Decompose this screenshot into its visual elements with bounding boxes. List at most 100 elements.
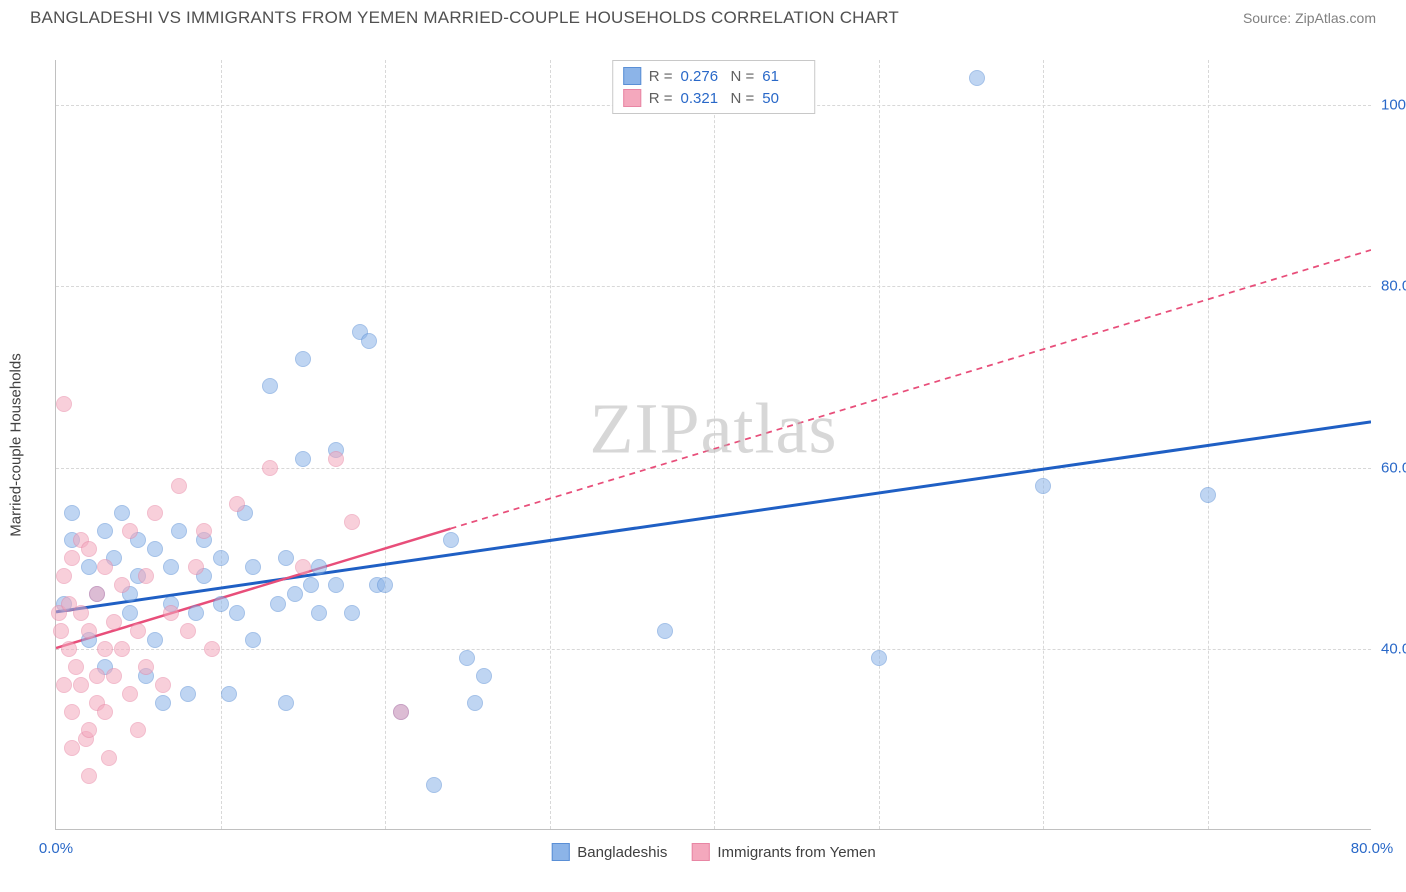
data-point	[295, 451, 311, 467]
data-point	[467, 695, 483, 711]
data-point	[871, 650, 887, 666]
n-label-0: N =	[731, 68, 755, 85]
data-point	[1035, 478, 1051, 494]
data-point	[163, 605, 179, 621]
legend-swatch-1	[623, 89, 641, 107]
chart-header: BANGLADESHI VS IMMIGRANTS FROM YEMEN MAR…	[0, 0, 1406, 40]
data-point	[97, 523, 113, 539]
chart-title: BANGLADESHI VS IMMIGRANTS FROM YEMEN MAR…	[30, 8, 899, 28]
data-point	[295, 351, 311, 367]
legend-swatch-0	[623, 67, 641, 85]
r-value-0: 0.276	[681, 68, 723, 85]
data-point	[81, 559, 97, 575]
y-axis-label: Married-couple Households	[8, 353, 25, 536]
y-tick-label: 100.0%	[1381, 97, 1406, 114]
data-point	[106, 614, 122, 630]
data-point	[204, 641, 220, 657]
data-point	[73, 605, 89, 621]
data-point	[377, 577, 393, 593]
data-point	[56, 396, 72, 412]
legend-stats: R = 0.276 N = 61 R = 0.321 N = 50	[612, 60, 816, 114]
data-point	[303, 577, 319, 593]
data-point	[476, 668, 492, 684]
data-point	[171, 523, 187, 539]
data-point	[426, 777, 442, 793]
data-point	[122, 686, 138, 702]
data-point	[188, 559, 204, 575]
data-point	[89, 586, 105, 602]
y-tick-label: 60.0%	[1381, 459, 1406, 476]
data-point	[56, 677, 72, 693]
legend-stats-row-1: R = 0.321 N = 50	[623, 87, 805, 109]
data-point	[295, 559, 311, 575]
data-point	[81, 722, 97, 738]
data-point	[328, 451, 344, 467]
data-point	[155, 695, 171, 711]
data-point	[229, 496, 245, 512]
data-point	[114, 505, 130, 521]
data-point	[122, 523, 138, 539]
r-label-1: R =	[649, 90, 673, 107]
data-point	[443, 532, 459, 548]
data-point	[328, 577, 344, 593]
chart-source: Source: ZipAtlas.com	[1243, 10, 1376, 26]
data-point	[262, 460, 278, 476]
data-point	[361, 333, 377, 349]
data-point	[278, 550, 294, 566]
y-tick-label: 40.0%	[1381, 640, 1406, 657]
data-point	[155, 677, 171, 693]
legend-stats-row-0: R = 0.276 N = 61	[623, 65, 805, 87]
r-label-0: R =	[649, 68, 673, 85]
data-point	[311, 605, 327, 621]
data-point	[270, 596, 286, 612]
chart-plot-area: Married-couple Households 40.0%60.0%80.0…	[55, 60, 1371, 830]
x-tick-label: 80.0%	[1351, 840, 1394, 857]
data-point	[171, 478, 187, 494]
data-point	[213, 550, 229, 566]
legend-label-1: Immigrants from Yemen	[717, 844, 875, 861]
data-point	[73, 677, 89, 693]
n-value-0: 61	[762, 68, 804, 85]
data-point	[81, 768, 97, 784]
data-point	[64, 704, 80, 720]
y-tick-label: 80.0%	[1381, 278, 1406, 295]
data-point	[262, 378, 278, 394]
data-point	[459, 650, 475, 666]
r-value-1: 0.321	[681, 90, 723, 107]
data-point	[53, 623, 69, 639]
data-point	[114, 577, 130, 593]
data-point	[163, 559, 179, 575]
data-point	[64, 550, 80, 566]
data-point	[101, 750, 117, 766]
data-point	[56, 568, 72, 584]
data-point	[287, 586, 303, 602]
data-point	[89, 668, 105, 684]
data-point	[130, 623, 146, 639]
legend-swatch-b0	[551, 843, 569, 861]
data-point	[130, 722, 146, 738]
data-point	[245, 559, 261, 575]
data-point	[138, 568, 154, 584]
n-value-1: 50	[762, 90, 804, 107]
legend-swatch-b1	[691, 843, 709, 861]
data-point	[64, 505, 80, 521]
data-point	[180, 686, 196, 702]
data-point	[61, 641, 77, 657]
legend-label-0: Bangladeshis	[577, 844, 667, 861]
data-point	[196, 523, 212, 539]
data-point	[122, 605, 138, 621]
data-point	[213, 596, 229, 612]
data-point	[657, 623, 673, 639]
data-point	[188, 605, 204, 621]
data-point	[180, 623, 196, 639]
x-tick-label: 0.0%	[39, 840, 73, 857]
data-point	[138, 659, 154, 675]
data-point	[81, 623, 97, 639]
data-point	[245, 632, 261, 648]
data-point	[344, 605, 360, 621]
data-point	[221, 686, 237, 702]
data-point	[1200, 487, 1216, 503]
data-point	[106, 668, 122, 684]
data-point	[393, 704, 409, 720]
data-point	[147, 505, 163, 521]
